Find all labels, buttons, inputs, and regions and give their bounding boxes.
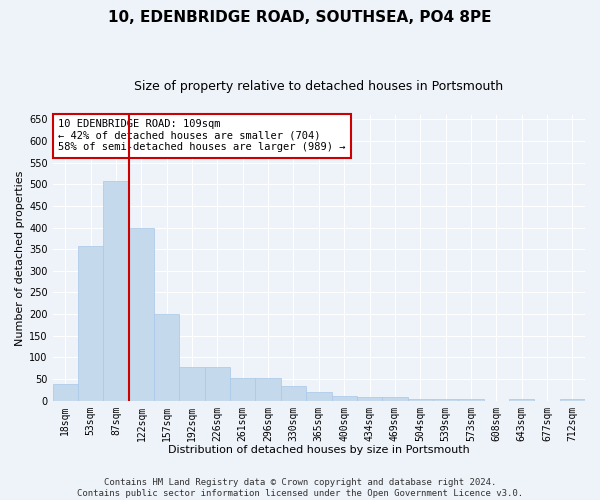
Bar xyxy=(78,246,103,400)
Bar xyxy=(103,181,129,400)
Bar xyxy=(332,396,357,400)
Text: 10, EDENBRIDGE ROAD, SOUTHSEA, PO4 8PE: 10, EDENBRIDGE ROAD, SOUTHSEA, PO4 8PE xyxy=(108,10,492,25)
Bar xyxy=(458,399,484,400)
X-axis label: Distribution of detached houses by size in Portsmouth: Distribution of detached houses by size … xyxy=(168,445,470,455)
Text: 10 EDENBRIDGE ROAD: 109sqm
← 42% of detached houses are smaller (704)
58% of sem: 10 EDENBRIDGE ROAD: 109sqm ← 42% of deta… xyxy=(58,120,346,152)
Bar xyxy=(53,384,78,400)
Bar xyxy=(256,378,281,400)
Bar xyxy=(357,398,382,400)
Bar xyxy=(433,399,458,400)
Bar xyxy=(179,367,205,400)
Bar xyxy=(509,399,535,400)
Bar xyxy=(129,228,154,400)
Bar xyxy=(560,399,585,400)
Bar xyxy=(281,386,306,400)
Text: Contains HM Land Registry data © Crown copyright and database right 2024.
Contai: Contains HM Land Registry data © Crown c… xyxy=(77,478,523,498)
Y-axis label: Number of detached properties: Number of detached properties xyxy=(15,170,25,346)
Bar xyxy=(205,367,230,400)
Bar xyxy=(230,378,256,400)
Bar xyxy=(407,398,433,400)
Bar xyxy=(382,398,407,400)
Title: Size of property relative to detached houses in Portsmouth: Size of property relative to detached ho… xyxy=(134,80,503,93)
Bar xyxy=(154,314,179,400)
Bar xyxy=(306,392,332,400)
